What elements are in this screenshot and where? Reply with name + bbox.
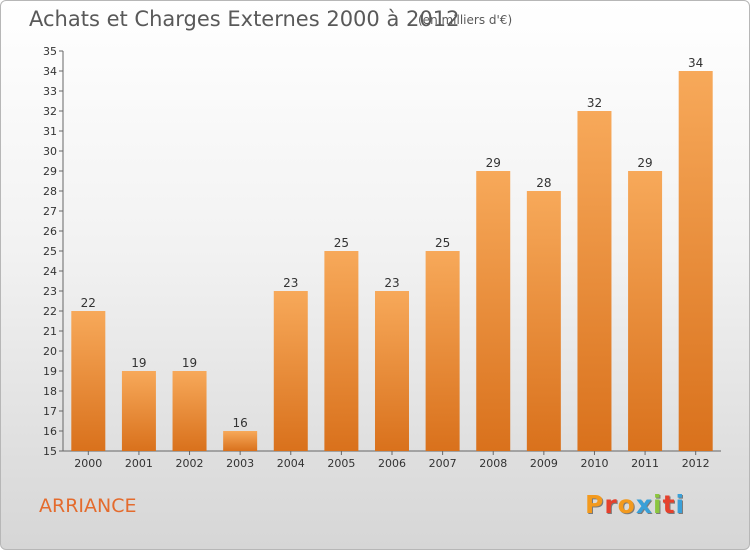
y-tick-label: 27 [43,205,57,218]
bar [273,291,308,451]
y-tick-label: 35 [43,45,57,58]
y-tick-label: 23 [43,285,57,298]
y-tick-label: 17 [43,405,57,418]
y-tick-label: 24 [43,265,57,278]
bar [425,251,460,451]
y-tick-label: 20 [43,345,57,358]
y-tick-label: 31 [43,125,57,138]
x-tick-label: 2009 [530,457,558,470]
logo-letter: r [604,490,618,519]
logo-letter: P [585,490,605,519]
commune-name: ARRIANCE [39,495,137,517]
data-label: 25 [334,236,349,250]
data-label: 32 [587,96,602,110]
proxiti-logo: Proxiti [585,490,685,519]
data-label: 25 [435,236,450,250]
y-tick-label: 19 [43,365,57,378]
x-tick-label: 2012 [682,457,710,470]
logo-letter: t [662,490,676,519]
data-label: 28 [536,176,551,190]
x-tick-label: 2007 [429,457,457,470]
data-label: 22 [81,296,96,310]
y-tick-label: 32 [43,105,57,118]
bar [121,371,156,451]
x-tick-label: 2011 [631,457,659,470]
bar [526,191,561,451]
data-label: 29 [637,156,652,170]
bar [71,311,106,451]
y-tick-label: 30 [43,145,57,158]
data-label: 19 [131,356,146,370]
data-label: 29 [486,156,501,170]
bar [577,111,612,451]
bar [324,251,359,451]
x-tick-label: 2000 [74,457,102,470]
x-tick-label: 2001 [125,457,153,470]
logo-letter: o [617,490,636,519]
data-label: 23 [283,276,298,290]
x-tick-label: 2005 [327,457,355,470]
data-label: 16 [233,416,248,430]
y-tick-label: 15 [43,445,57,458]
x-tick-label: 2002 [176,457,204,470]
y-tick-label: 34 [43,65,57,78]
y-tick-label: 25 [43,245,57,258]
y-tick-label: 33 [43,85,57,98]
x-tick-label: 2010 [580,457,608,470]
bar [172,371,207,451]
y-tick-label: 22 [43,305,57,318]
bar [375,291,409,451]
x-tick-label: 2008 [479,457,507,470]
data-label: 23 [384,276,399,290]
logo-letter: i [653,490,663,519]
y-tick-label: 28 [43,185,57,198]
x-tick-label: 2003 [226,457,254,470]
x-tick-label: 2006 [378,457,406,470]
logo-letter: i [675,490,686,519]
y-tick-label: 18 [43,385,57,398]
chart-title: Achats et Charges Externes 2000 à 2012 [29,7,460,31]
bar [223,431,258,451]
y-tick-label: 29 [43,165,57,178]
chart-unit: (en milliers d'€) [418,13,513,27]
bar [628,171,663,451]
y-tick-label: 16 [43,425,57,438]
data-label: 34 [688,56,703,70]
logo-letter: x [635,490,653,519]
bar [678,71,713,451]
x-tick-label: 2004 [277,457,305,470]
data-label: 19 [182,356,197,370]
y-tick-label: 26 [43,225,57,238]
bar [476,171,511,451]
y-tick-label: 21 [43,325,57,338]
